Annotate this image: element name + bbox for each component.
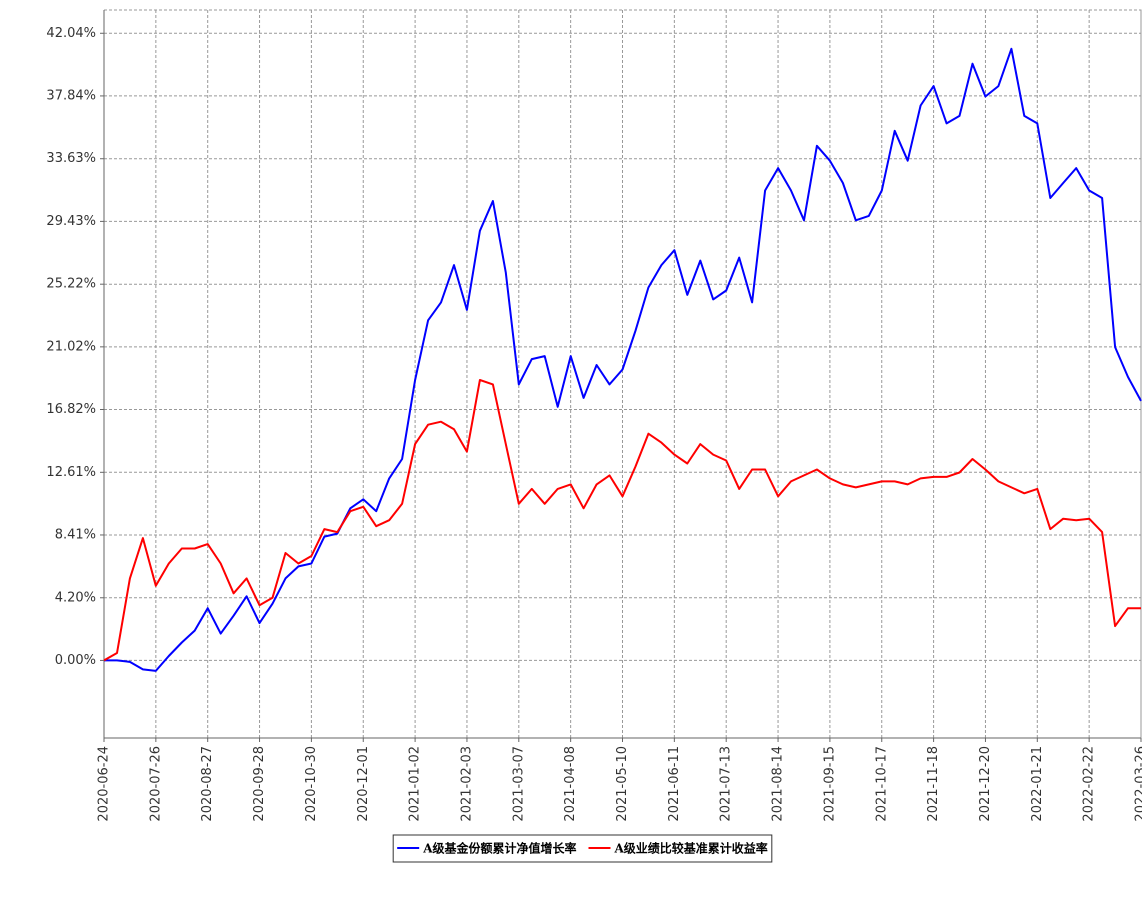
legend-label: A级基金份额累计净值增长率: [422, 841, 576, 856]
legend: A级基金份额累计净值增长率 A级业绩比较基准累计收益率: [392, 834, 773, 863]
x-tick-label: 2021-08-14: [771, 746, 786, 822]
x-tick-label: 2020-06-24: [97, 746, 112, 822]
x-tick-label: 2022-03-26: [1134, 746, 1142, 822]
x-tick-label: 2020-12-01: [356, 746, 371, 822]
x-tick-label: 2021-12-20: [978, 746, 993, 822]
y-tick-label: 29.43%: [46, 214, 96, 229]
x-tick-label: 2021-09-15: [822, 746, 837, 822]
data-line: [103, 379, 1141, 662]
y-tick-label: 0.00%: [55, 653, 96, 668]
x-tick-label: 2021-06-11: [667, 746, 682, 822]
y-tick-label: 8.41%: [55, 527, 96, 542]
x-tick-label: 2021-03-07: [511, 746, 526, 822]
x-tick-label: 2021-11-18: [926, 746, 941, 822]
x-tick-label: 2020-09-28: [252, 746, 267, 822]
y-tick-label: 4.20%: [55, 590, 96, 605]
x-tick-label: 2021-01-02: [408, 746, 423, 822]
x-tick-label: 2021-04-08: [563, 746, 578, 822]
x-tick-label: 2020-10-30: [304, 746, 319, 822]
data-line: [104, 47, 1142, 672]
x-tick-label: 2020-07-26: [148, 746, 163, 822]
y-tick-label: 42.04%: [46, 26, 96, 41]
plot-area: [103, 9, 1142, 739]
legend-box: [392, 834, 773, 863]
x-tick-label: 2021-02-03: [459, 746, 474, 822]
y-tick-label: 16.82%: [46, 402, 96, 417]
x-tick-label: 2022-01-21: [1030, 746, 1045, 822]
x-tick-label: 2020-08-27: [200, 746, 215, 822]
x-tick-label: 2021-07-13: [719, 746, 734, 822]
x-tick-label: 2022-02-22: [1082, 746, 1097, 822]
x-tick-label: 2021-05-10: [615, 746, 630, 822]
y-tick-label: 33.63%: [46, 151, 96, 166]
y-tick-label: 37.84%: [46, 88, 96, 103]
y-tick-label: 25.22%: [46, 277, 96, 292]
y-tick-label: 12.61%: [46, 465, 96, 480]
x-tick-label: 2021-10-17: [874, 746, 889, 822]
y-tick-label: 21.02%: [46, 339, 96, 354]
legend-label: A级业绩比较基准累计收益率: [614, 841, 768, 856]
